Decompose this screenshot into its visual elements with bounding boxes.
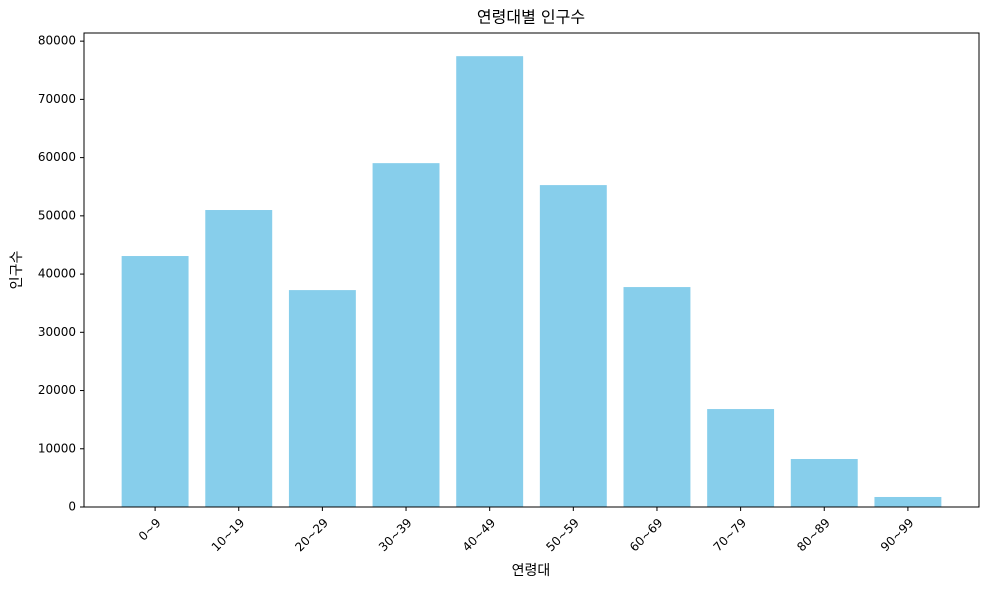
bar: [456, 56, 524, 507]
x-tick-label: 60~69: [627, 516, 666, 555]
y-tick-label: 50000: [38, 208, 76, 222]
y-tick-label: 70000: [38, 92, 76, 106]
bar: [707, 409, 775, 507]
bar: [205, 210, 273, 508]
x-tick-label: 70~79: [711, 516, 750, 555]
bar: [121, 256, 189, 507]
bar: [372, 163, 440, 508]
y-tick-label: 20000: [38, 383, 76, 397]
bar: [623, 287, 691, 507]
x-tick-label: 90~99: [878, 516, 917, 555]
x-tick-label: 80~89: [794, 516, 833, 555]
x-tick-label: 30~39: [376, 516, 415, 555]
y-tick-label: 60000: [38, 150, 76, 164]
y-tick-label: 10000: [38, 441, 76, 455]
bar: [288, 290, 356, 507]
y-tick-label: 80000: [38, 34, 76, 48]
plot-frame: [83, 32, 980, 508]
bar: [539, 185, 607, 508]
x-tick-label: 40~49: [460, 516, 499, 555]
chart-title: 연령대별 인구수: [477, 8, 585, 27]
x-tick-label: 10~19: [209, 516, 248, 555]
bar: [790, 459, 858, 507]
y-tick-label: 30000: [38, 325, 76, 339]
bar: [874, 496, 942, 507]
y-tick-label: 40000: [38, 267, 76, 281]
x-axis-label: 연령대: [512, 563, 551, 579]
y-axis-label: 인구수: [9, 251, 25, 290]
x-tick-label: 0~9: [136, 516, 164, 544]
x-tick-label: 20~29: [292, 516, 331, 555]
y-tick-label: 0: [68, 500, 76, 514]
x-tick-label: 50~59: [543, 516, 582, 555]
